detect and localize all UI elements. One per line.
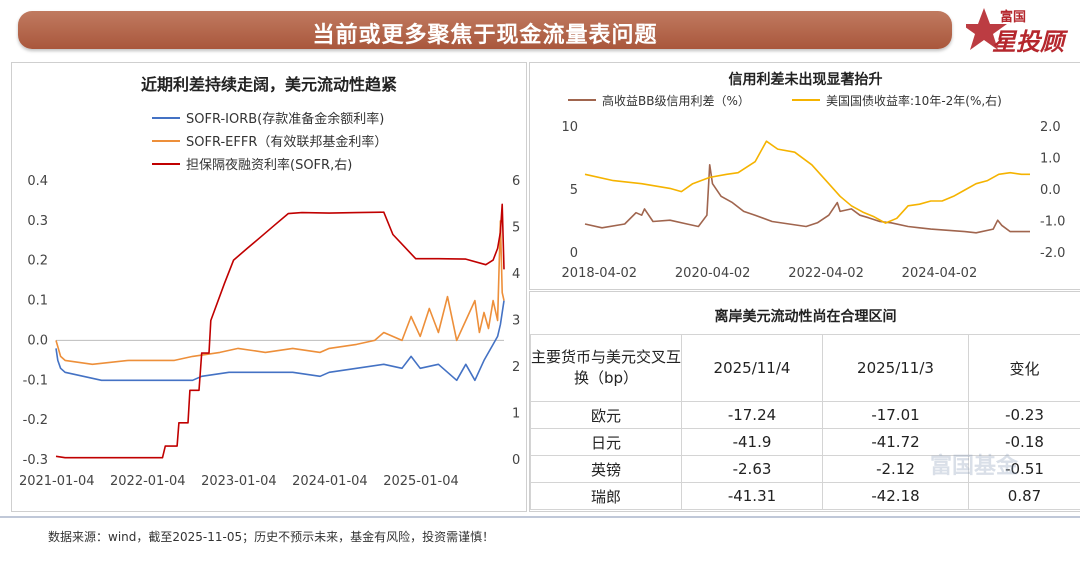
x-tick-label: 2024-04-02 xyxy=(902,266,978,281)
table-cell: -17.24 xyxy=(681,401,823,429)
legend-label: SOFR-IORB(存款准备金余额利率) xyxy=(186,111,384,127)
table-cell: -0.51 xyxy=(968,455,1080,483)
table-cell: 瑞郎 xyxy=(530,482,682,510)
y-left-tick-label: -0.3 xyxy=(23,453,48,468)
table-cell: -17.01 xyxy=(822,401,969,429)
y-right-tick-label: 1 xyxy=(512,407,520,422)
series-line-1 xyxy=(584,140,1030,224)
y-left-tick-label: 0.2 xyxy=(27,254,48,269)
table-cell: 日元 xyxy=(530,428,682,456)
table-cell: 0.87 xyxy=(968,482,1080,510)
swap-table: 主要货币与美元交叉互换（bp） 2025/11/4 2025/11/3 变化 欧… xyxy=(530,334,1080,510)
x-tick-label: 2025-01-04 xyxy=(383,474,459,489)
brand-logo: 富国 星投顾 xyxy=(961,4,1070,56)
x-tick-label: 2020-04-02 xyxy=(675,266,751,281)
y-right-tick-label: 1.0 xyxy=(1040,152,1061,167)
y-right-tick-label: -1.0 xyxy=(1040,215,1065,230)
table-cell: -2.63 xyxy=(681,455,823,483)
table-row: 英镑 -2.63 -2.12 -0.51 xyxy=(530,455,1080,483)
table-row: 日元 -41.9 -41.72 -0.18 xyxy=(530,428,1080,456)
y-left-tick-label: -0.2 xyxy=(23,413,48,428)
x-tick-label: 2021-01-04 xyxy=(19,474,95,489)
table-cell: -41.9 xyxy=(681,428,823,456)
credit-spread-chart: 10 5 0 2.0 1.0 0.0 -1.0 -2.0 2018-04-02 2020-04-0… xyxy=(561,93,1065,281)
y-right-tick-label: -2.0 xyxy=(1040,246,1065,261)
series-line-0 xyxy=(584,164,1030,234)
x-tick-label: 2018-04-02 xyxy=(562,266,638,281)
series-line-0 xyxy=(55,300,505,382)
y-right-tick-label: 0.0 xyxy=(1040,183,1061,198)
table-cell: -42.18 xyxy=(822,482,969,510)
table-header-row: 主要货币与美元交叉互换（bp） 2025/11/4 2025/11/3 变化 xyxy=(530,334,1080,402)
y-right-tick-label: 5 xyxy=(512,221,520,236)
y-right-tick-label: 2.0 xyxy=(1040,120,1061,135)
y-left-tick-label: -0.1 xyxy=(23,373,48,388)
legend-label: 高收益BB级信用利差（%） xyxy=(602,93,750,108)
header-banner: 当前或更多聚焦于现金流量表问题 xyxy=(18,11,952,49)
table-cell: -0.23 xyxy=(968,401,1080,429)
x-tick-label: 2022-04-02 xyxy=(788,266,864,281)
table-row: 瑞郎 -41.31 -42.18 0.87 xyxy=(530,482,1080,510)
col-header-currency: 主要货币与美元交叉互换（bp） xyxy=(530,334,682,402)
sofr-spread-chart: 0.4 0.3 0.2 0.1 0.0 -0.1 -0.2 -0.3 6 5 4 3 2 1 0 2021-0… xyxy=(19,111,520,489)
logo-big-text: 星投顾 xyxy=(992,28,1064,56)
chart1-title: 近期利差持续走阔，美元流动性趋紧 xyxy=(140,75,397,94)
x-tick-label: 2022-01-04 xyxy=(110,474,186,489)
credit-spread-panel: 信用利差未出现显著抬升 10 5 0 2.0 1.0 0.0 -1.0 -2.0 2018-04… xyxy=(529,62,1080,290)
table-cell: -41.31 xyxy=(681,482,823,510)
x-tick-label: 2024-01-04 xyxy=(292,474,368,489)
y-right-tick-label: 0 xyxy=(512,453,520,468)
legend-label: 担保隔夜融资利率(SOFR,右) xyxy=(186,157,352,173)
col-header-change: 变化 xyxy=(968,334,1080,402)
y-left-tick-label: 0.0 xyxy=(27,333,48,348)
sofr-spread-panel: 近期利差持续走阔，美元流动性趋紧 0.4 0.3 0.2 0.1 0.0 -0.1 -0.2… xyxy=(11,62,527,512)
table-row: 欧元 -17.24 -17.01 -0.23 xyxy=(530,401,1080,429)
y-right-tick-label: 4 xyxy=(512,267,520,282)
series-line-2 xyxy=(55,203,505,459)
y-left-tick-label: 0 xyxy=(570,246,578,261)
y-right-tick-label: 6 xyxy=(512,174,520,189)
legend-label: 美国国债收益率:10年-2年(%,右) xyxy=(826,93,1002,108)
y-left-tick-label: 10 xyxy=(561,120,578,135)
col-header-date1: 2025/11/4 xyxy=(681,334,823,402)
y-left-tick-label: 0.4 xyxy=(27,174,48,189)
series-line-1 xyxy=(55,220,505,366)
chart2-title: 信用利差未出现显著抬升 xyxy=(728,72,883,88)
x-tick-label: 2023-01-04 xyxy=(201,474,277,489)
star-icon xyxy=(961,8,1007,50)
table-cell: 欧元 xyxy=(530,401,682,429)
y-right-tick-label: 3 xyxy=(512,314,520,329)
watermark: 富国基金 xyxy=(930,454,1019,479)
footer-note: 数据来源：wind，截至2025-11-05；历史不预示未来，基金有风险，投资需… xyxy=(48,530,495,544)
table-title: 离岸美元流动性尚在合理区间 xyxy=(714,309,897,325)
table-cell: -2.12 xyxy=(822,455,969,483)
table-cell: 英镑 xyxy=(530,455,682,483)
y-left-tick-label: 0.1 xyxy=(27,294,48,309)
col-header-date2: 2025/11/3 xyxy=(822,334,969,402)
y-left-tick-label: 0.3 xyxy=(27,214,48,229)
y-left-tick-label: 5 xyxy=(570,183,578,198)
y-right-tick-label: 2 xyxy=(512,360,520,375)
logo-small-text: 富国 xyxy=(1000,10,1027,25)
footer-divider xyxy=(0,516,1080,518)
page-title: 当前或更多聚焦于现金流量表问题 xyxy=(312,23,658,48)
swap-table-panel: 离岸美元流动性尚在合理区间 主要货币与美元交叉互换（bp） 2025/11/4 … xyxy=(529,291,1080,512)
legend-label: SOFR-EFFR（有效联邦基金利率） xyxy=(186,134,387,150)
